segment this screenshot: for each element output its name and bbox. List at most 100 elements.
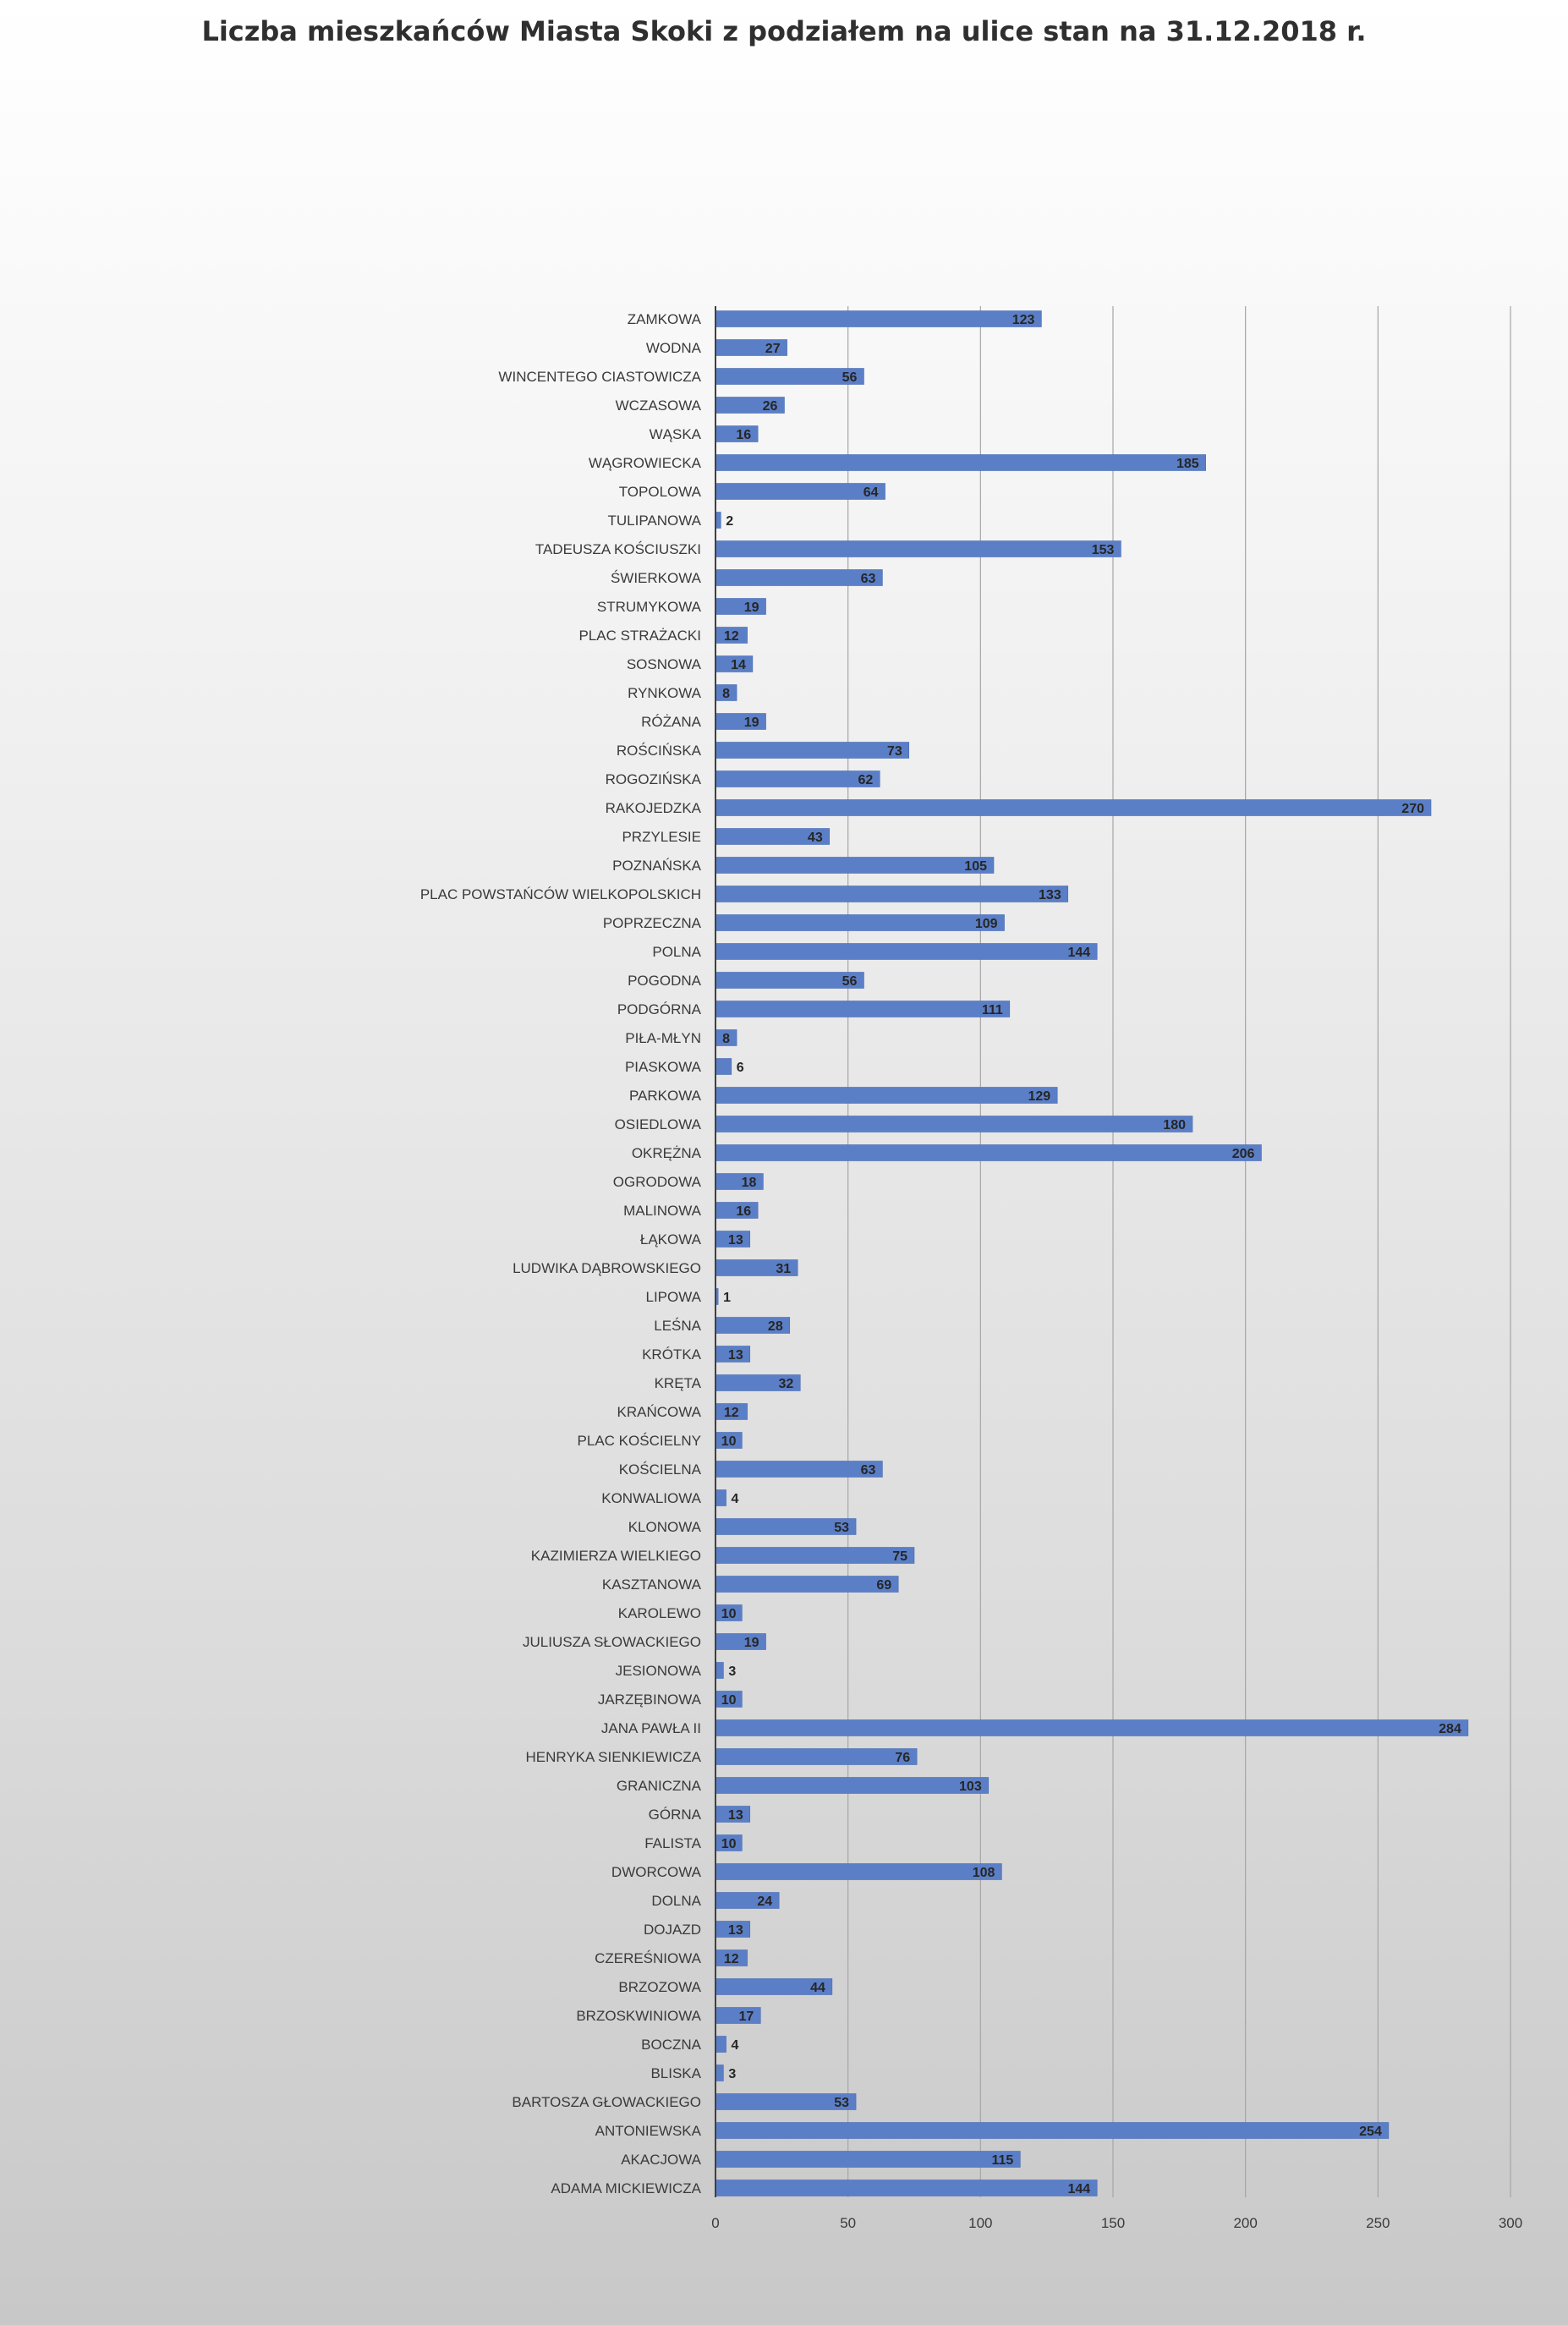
category-label: KRAŃCOWA: [617, 1404, 702, 1420]
category-label: LUDWIKA DĄBROWSKIEGO: [513, 1260, 701, 1276]
data-label: 108: [973, 1866, 995, 1880]
bar: [715, 1748, 918, 1765]
data-label: 27: [765, 342, 781, 356]
category-label: BRZOZOWA: [618, 1979, 701, 1995]
data-label: 63: [861, 572, 876, 586]
data-label: 284: [1439, 1722, 1461, 1736]
bar: [715, 540, 1121, 557]
category-label: KRÓTKA: [642, 1346, 702, 1363]
bar: [715, 569, 883, 586]
bar: [715, 1547, 915, 1564]
category-label: OSIEDLOWA: [615, 1116, 702, 1132]
category-label: WODNA: [646, 340, 702, 356]
data-label: 28: [768, 1319, 783, 1334]
data-label: 53: [834, 2096, 849, 2110]
category-label: POPRZECZNA: [603, 915, 702, 931]
category-label: ROŚCIŃSKA: [617, 743, 702, 759]
data-label: 103: [959, 1779, 982, 1794]
bar: [715, 2180, 1098, 2196]
data-label: 4: [732, 2038, 739, 2053]
data-label: 3: [728, 2067, 736, 2081]
data-label: 16: [736, 428, 751, 442]
category-label: KOŚCIELNA: [619, 1461, 702, 1478]
data-label: 6: [737, 1061, 744, 1075]
category-label: FALISTA: [644, 1835, 701, 1851]
category-label: BARTOSZA GŁOWACKIEGO: [512, 2094, 701, 2110]
bar: [715, 799, 1432, 816]
category-label: JULIUSZA SŁOWACKIEGO: [523, 1634, 701, 1650]
bar: [715, 1777, 990, 1794]
category-label: PLAC POWSTAŃCÓW WIELKOPOLSKICH: [420, 886, 701, 902]
category-label: JANA PAWŁA II: [601, 1720, 701, 1736]
category-label: POZNAŃSKA: [612, 858, 702, 874]
data-label: 144: [1067, 946, 1090, 960]
data-label: 18: [742, 1176, 757, 1190]
bar: [715, 1001, 1011, 1017]
category-label: POLNA: [652, 944, 701, 960]
data-label: 75: [892, 1549, 907, 1564]
category-label: KAZIMIERZA WIELKIEGO: [531, 1548, 701, 1564]
x-tick-label: 150: [1101, 2215, 1125, 2231]
data-label: 123: [1012, 313, 1035, 327]
data-label: 62: [858, 773, 873, 787]
data-label: 10: [721, 1693, 737, 1708]
data-label: 270: [1401, 802, 1424, 816]
category-label: ZAMKOWA: [628, 311, 702, 327]
data-label: 17: [738, 2010, 754, 2024]
x-tick-label: 0: [711, 2215, 719, 2231]
data-label: 10: [721, 1607, 737, 1621]
data-label: 206: [1232, 1147, 1255, 1161]
data-label: 14: [731, 658, 746, 672]
category-label: PIASKOWA: [625, 1059, 702, 1075]
data-label: 180: [1163, 1118, 1186, 1132]
category-label: PRZYLESIE: [622, 829, 701, 845]
data-label: 26: [763, 399, 778, 414]
bar: [715, 2065, 724, 2081]
data-label: 129: [1028, 1089, 1050, 1104]
data-label: 144: [1067, 2182, 1090, 2196]
bar: [715, 742, 910, 759]
category-label: DOLNA: [651, 1893, 701, 1909]
bar: [715, 1144, 1262, 1161]
bar: [715, 914, 1005, 931]
bar: [715, 1576, 899, 1593]
category-label: KRĘTA: [655, 1375, 702, 1391]
data-label: 16: [736, 1204, 751, 1219]
category-label: WINCENTEGO CIASTOWICZA: [498, 369, 701, 385]
bar: [715, 1087, 1058, 1104]
category-label: JESIONOWA: [616, 1663, 702, 1679]
category-label: BOCZNA: [641, 2037, 702, 2053]
data-label: 13: [728, 1348, 743, 1363]
category-label: ŚWIERKOWA: [611, 570, 702, 586]
category-label: KASZTANOWA: [602, 1577, 702, 1593]
category-label: PARKOWA: [629, 1088, 702, 1104]
data-label: 64: [863, 485, 879, 500]
bar: [715, 454, 1206, 471]
data-label: 115: [992, 2153, 1014, 2168]
bar: [715, 1489, 726, 1506]
data-label: 73: [887, 744, 902, 759]
data-label: 133: [1039, 888, 1061, 902]
bar: [715, 1863, 1002, 1880]
data-label: 10: [721, 1837, 737, 1851]
data-label: 109: [975, 917, 998, 931]
category-label: DWORCOWA: [611, 1864, 702, 1880]
category-label: WCZASOWA: [616, 398, 702, 414]
data-label: 4: [732, 1492, 739, 1506]
category-label: SOSNOWA: [627, 656, 702, 672]
data-label: 19: [744, 716, 759, 730]
data-label: 43: [808, 831, 823, 845]
category-label: KLONOWA: [628, 1519, 702, 1535]
bar: [715, 1719, 1469, 1736]
data-label: 53: [834, 1521, 849, 1535]
x-tick-label: 100: [968, 2215, 992, 2231]
data-label: 13: [728, 1233, 743, 1247]
category-label: LIPOWA: [646, 1289, 702, 1305]
category-label: PIŁA-MŁYN: [625, 1030, 701, 1046]
data-label: 19: [744, 1636, 759, 1650]
category-label: TADEUSZA KOŚCIUSZKI: [535, 541, 701, 557]
bar: [715, 483, 885, 500]
data-label: 12: [724, 629, 739, 644]
data-label: 153: [1092, 543, 1115, 557]
